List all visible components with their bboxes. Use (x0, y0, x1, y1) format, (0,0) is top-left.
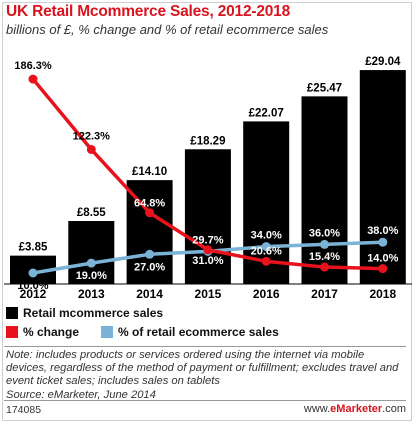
change-label-2013: 122.3% (73, 130, 111, 142)
share-point-2014 (145, 249, 155, 259)
change-label-2017: 15.4% (309, 251, 340, 263)
bar-label-2015: £18.29 (190, 135, 225, 147)
share-point-2013 (86, 258, 96, 268)
bar-2013 (68, 221, 115, 284)
change-point-2018 (378, 264, 388, 274)
legend-row-2: % change % of retail ecommerce sales (6, 325, 301, 339)
legend-label-bars: Retail mcommerce sales (23, 306, 164, 320)
change-label-2018: 14.0% (367, 253, 398, 265)
legend-swatch-bars (6, 307, 18, 319)
change-point-2016 (261, 256, 271, 266)
share-point-2017 (320, 239, 329, 249)
x-tick-2013: 2013 (78, 287, 105, 301)
chart-id: 174085 (6, 404, 42, 416)
legend-swatch-change (6, 326, 18, 338)
legend-swatch-share (101, 326, 114, 338)
note-text: Note: includes products or services orde… (6, 349, 399, 388)
brand-name: eMarketer (330, 403, 383, 415)
share-label-2016: 34.0% (251, 230, 282, 242)
x-tick-2017: 2017 (311, 287, 338, 301)
share-label-2012: 10.0% (17, 280, 48, 292)
legend-label-share: % of retail ecommerce sales (118, 325, 279, 339)
share-label-2017: 36.0% (309, 227, 340, 239)
bar-2018 (359, 70, 406, 285)
notes-divider (4, 346, 406, 347)
brand-suffix: .com (382, 403, 406, 415)
x-tick-2018: 2018 (369, 287, 396, 301)
brand-prefix: www. (303, 403, 331, 415)
share-label-2013: 19.0% (76, 270, 107, 282)
change-point-2015 (203, 245, 213, 255)
change-label-2015: 31.0% (192, 255, 223, 267)
legend-item-share: % of retail ecommerce sales (101, 325, 279, 339)
share-label-2015: 29.7% (192, 234, 223, 246)
share-label-2018: 38.0% (367, 225, 398, 237)
legend-item-bars: Retail mcommerce sales (6, 306, 163, 320)
legend-label-change: % change (23, 325, 80, 339)
chart-subtitle: billions of £, % change and % of retail … (6, 22, 329, 37)
change-point-2014 (145, 208, 155, 218)
source-text: Source: eMarketer, June 2014 (6, 388, 156, 401)
share-point-2018 (378, 237, 388, 247)
legend-item-change: % change (6, 325, 79, 339)
bar-2017 (301, 96, 348, 284)
chart-plot: £3.85 £8.55 £14.10 £18.29 £22.07 £25.47 £29.04… (4, 56, 412, 301)
chart-title: UK Retail Mcommerce Sales, 2012-2018 (6, 3, 291, 20)
bar-2015 (184, 149, 231, 284)
change-label-2014: 64.8% (134, 198, 165, 210)
bar-label-2013: £8.55 (77, 207, 106, 219)
bar-label-2018: £29.04 (365, 56, 401, 68)
change-point-2012 (28, 74, 38, 84)
share-point-2016 (261, 242, 271, 252)
bar-label-2016: £22.07 (249, 107, 284, 119)
change-point-2017 (320, 262, 329, 272)
chart-notes: Note: includes products or services orde… (6, 349, 406, 402)
x-tick-2016: 2016 (253, 287, 280, 301)
x-tick-2012: 2012 (20, 287, 47, 301)
bar-label-2017: £25.47 (307, 82, 342, 94)
change-label-2012: 186.3% (14, 60, 52, 72)
change-label-2016: 20.6% (251, 245, 282, 257)
change-point-2013 (86, 144, 96, 154)
bar-label-2012: £3.85 (19, 242, 48, 254)
share-point-2012 (28, 268, 38, 278)
x-tick-2014: 2014 (136, 287, 163, 301)
footer-divider (4, 400, 406, 401)
bar-label-2014: £14.10 (132, 166, 167, 178)
brand-link[interactable]: www.eMarketer.com (304, 403, 406, 415)
legend-row-1: Retail mcommerce sales (6, 306, 185, 320)
x-tick-2015: 2015 (195, 287, 222, 301)
share-label-2014: 27.0% (134, 261, 165, 273)
